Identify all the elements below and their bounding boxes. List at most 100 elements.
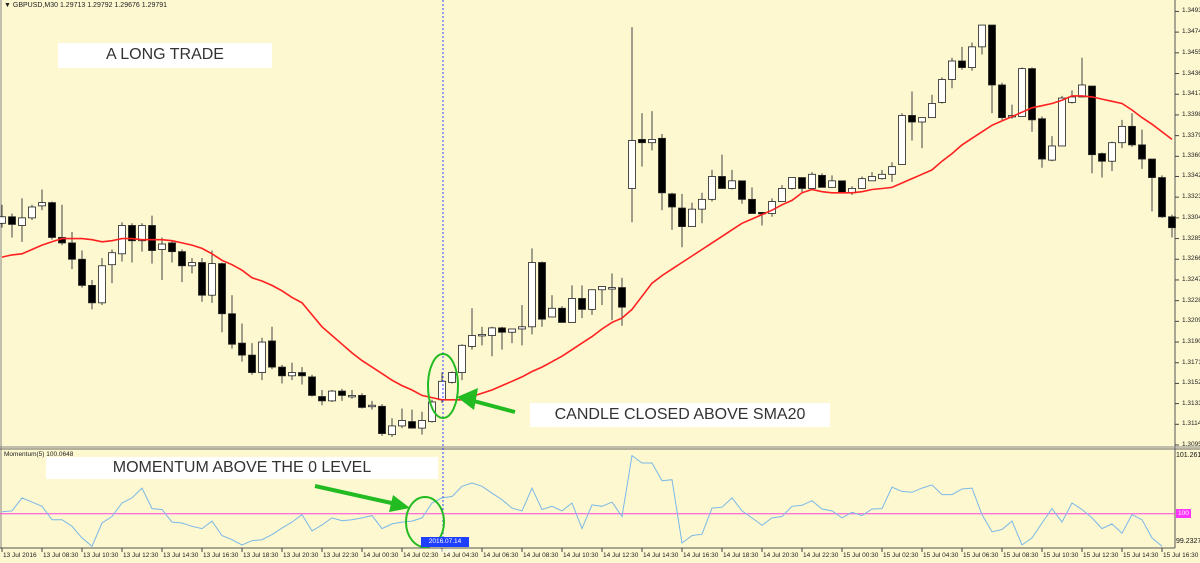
candle [488,326,496,357]
bull-candle-body [868,176,876,182]
time-axis-label: 15 Jul 00:30 [843,552,879,559]
bull-candle-body [898,115,906,165]
candle [498,326,506,350]
price-axis-label: 1.32470 [1182,275,1200,283]
candle [1098,152,1106,178]
candle [968,42,976,71]
candle [1018,67,1026,117]
candle [738,180,746,204]
price-axis-label: 1.31710 [1182,358,1200,366]
time-axis-label: 13 Jul 12:30 [123,552,159,559]
candle [478,326,486,346]
candle [368,400,376,410]
bear-candle-body [538,262,546,320]
time-axis-label: 13 Jul 16:30 [203,552,239,559]
time-axis-label: 15 Jul 10:30 [1043,552,1079,559]
candle [48,201,56,240]
bull-candle-body [708,176,716,200]
price-axis-label: 1.32090 [1182,317,1200,325]
candle [198,258,206,302]
bear-candle-body [658,137,666,194]
candle [568,285,576,323]
bull-candle-body [388,425,396,436]
time-axis-label: 13 Jul 08:30 [43,552,79,559]
candle [728,169,736,190]
bear-candle-body [998,84,1006,119]
candle [818,173,826,188]
bull-candle-body [1108,142,1116,162]
bull-candle-body [0,216,6,224]
candle [918,117,926,149]
bull-candle-body [928,103,936,119]
momentum-arrow-head [389,495,410,512]
bull-candle-body [1068,96,1076,103]
signal-candle-circle [427,353,459,419]
price-axis-label: 1.33230 [1182,193,1200,201]
momentum-arrow-shaft [314,484,397,506]
candle [978,24,986,55]
bull-candle-body [808,173,816,189]
time-axis-label: 15 Jul 14:30 [1123,552,1159,559]
bear-candle-body [68,242,76,260]
momentum-line [1,454,1163,548]
bull-candle-body [778,188,786,202]
time-axis-label: 13 Jul 22:30 [323,552,359,559]
bull-candle-body [1018,68,1026,117]
time-axis-label: 14 Jul 12:30 [603,552,639,559]
candle [1088,85,1096,174]
price-axis-label: 1.31520 [1182,379,1200,387]
candle [168,240,176,263]
time-axis-label: 14 Jul 00:30 [363,552,399,559]
time-axis-label: 13 Jul 2016 [3,552,37,559]
candle [528,248,536,335]
bull-candle-body [98,265,106,304]
bull-candle-body [158,243,166,250]
bull-candle-body [598,286,606,291]
bull-candle-body [698,198,706,210]
time-axis-label: 13 Jul 18:30 [243,552,279,559]
candle [838,180,846,194]
candle [158,237,166,280]
candle [648,111,656,151]
candle [1158,175,1166,218]
candle [1048,136,1056,162]
momentum-indicator-label: Momentum(5) 100.0648 [4,451,74,458]
bear-candle-body [1088,85,1096,156]
bull-candle-body [1058,97,1066,147]
candle [928,94,936,119]
bull-candle-body [448,372,456,383]
candle [778,185,786,202]
chart-background [0,0,1175,548]
price-axis-label: 1.32660 [1182,255,1200,263]
time-axis-label: 15 Jul 16:30 [1163,552,1199,559]
bear-candle-body [738,180,746,200]
collapse-arrow-icon[interactable]: ▼ [4,2,11,9]
time-axis-label: 14 Jul 06:30 [483,552,519,559]
candle [388,418,396,437]
bull-candle-body [108,252,116,266]
candle [38,189,46,211]
candle [518,305,526,346]
bear-candle-body [378,405,386,434]
bear-candle-body [318,396,326,402]
bull-candle-body [918,117,926,123]
candle-arrow-head [457,388,478,410]
candle [688,202,696,227]
candle [578,285,586,319]
bear-candle-body [578,298,586,310]
time-axis-label: 14 Jul 02:30 [403,552,439,559]
bull-candle-body [1048,145,1056,161]
bull-candle-body [288,372,296,377]
candle [888,162,896,182]
candle [898,113,906,165]
crosshair-time-label: 2016.07.14 04:30 [421,537,469,555]
candle [678,193,686,248]
bull-candle-body [968,46,976,68]
price-axis-label: 1.33040 [1182,213,1200,221]
candle [958,46,966,70]
bear-candle-body [78,258,86,286]
momentum-line-group [1,454,1163,548]
bear-candle-body [168,242,176,253]
price-axis-label: 1.33795 [1182,131,1200,139]
